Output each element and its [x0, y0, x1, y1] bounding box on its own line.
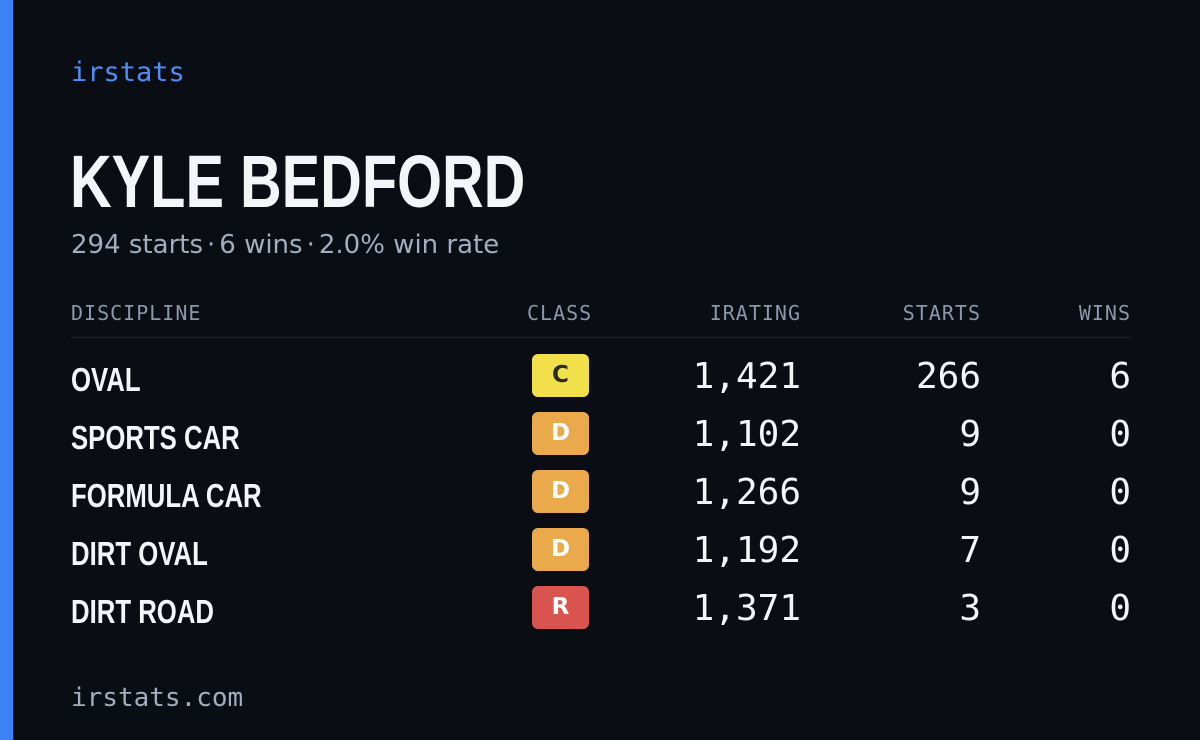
- class-badge: D: [532, 412, 589, 455]
- separator: ·: [306, 230, 315, 260]
- total-wins: 6 wins: [219, 230, 303, 260]
- driver-summary: 294 starts · 6 wins · 2.0% win rate: [71, 228, 499, 262]
- driver-name: KYLE BEDFORD: [70, 140, 526, 223]
- irating-value: 1,102: [692, 414, 801, 455]
- header-class: CLASS: [527, 301, 593, 325]
- class-badge: D: [532, 470, 589, 513]
- starts-value: 7: [959, 530, 981, 571]
- starts-value: 9: [959, 414, 981, 455]
- irating-value: 1,421: [692, 356, 801, 397]
- header-starts: STARTS: [902, 301, 981, 325]
- discipline-name: SPORTS CAR: [71, 419, 240, 456]
- header-irating: IRATING: [709, 301, 801, 325]
- starts-value: 266: [915, 356, 981, 397]
- table-row: SPORTS CAR D 1,102 9 0: [71, 396, 1131, 456]
- header-discipline: DISCIPLINE: [71, 301, 202, 325]
- separator: ·: [207, 230, 216, 260]
- table-header: DISCIPLINE CLASS IRATING STARTS WINS: [71, 297, 1131, 338]
- header-wins: WINS: [1078, 301, 1131, 325]
- wins-value: 0: [1109, 472, 1131, 513]
- footer-url: irstats.com: [71, 683, 244, 713]
- discipline-table: DISCIPLINE CLASS IRATING STARTS WINS OVA…: [71, 297, 1131, 630]
- irating-value: 1,266: [692, 472, 801, 513]
- brand-logo-text: irstats: [71, 57, 185, 88]
- irating-value: 1,371: [692, 588, 801, 629]
- table-row: OVAL C 1,421 266 6: [71, 338, 1131, 398]
- class-badge: R: [532, 586, 589, 629]
- wins-value: 0: [1109, 414, 1131, 455]
- accent-bar: [0, 0, 13, 740]
- win-rate: 2.0% win rate: [318, 230, 500, 260]
- class-badge: D: [532, 528, 589, 571]
- wins-value: 0: [1109, 530, 1131, 571]
- discipline-name: DIRT OVAL: [71, 535, 208, 572]
- discipline-name: FORMULA CAR: [71, 477, 262, 514]
- table-row: DIRT OVAL D 1,192 7 0: [71, 512, 1131, 572]
- table-row: DIRT ROAD R 1,371 3 0: [71, 570, 1131, 630]
- wins-value: 6: [1109, 356, 1131, 397]
- wins-value: 0: [1109, 588, 1131, 629]
- discipline-name: OVAL: [71, 361, 141, 398]
- class-badge: C: [532, 354, 589, 397]
- discipline-name: DIRT ROAD: [71, 593, 214, 630]
- starts-value: 3: [959, 588, 981, 629]
- table-row: FORMULA CAR D 1,266 9 0: [71, 454, 1131, 514]
- irating-value: 1,192: [692, 530, 801, 571]
- total-starts: 294 starts: [71, 230, 203, 260]
- starts-value: 9: [959, 472, 981, 513]
